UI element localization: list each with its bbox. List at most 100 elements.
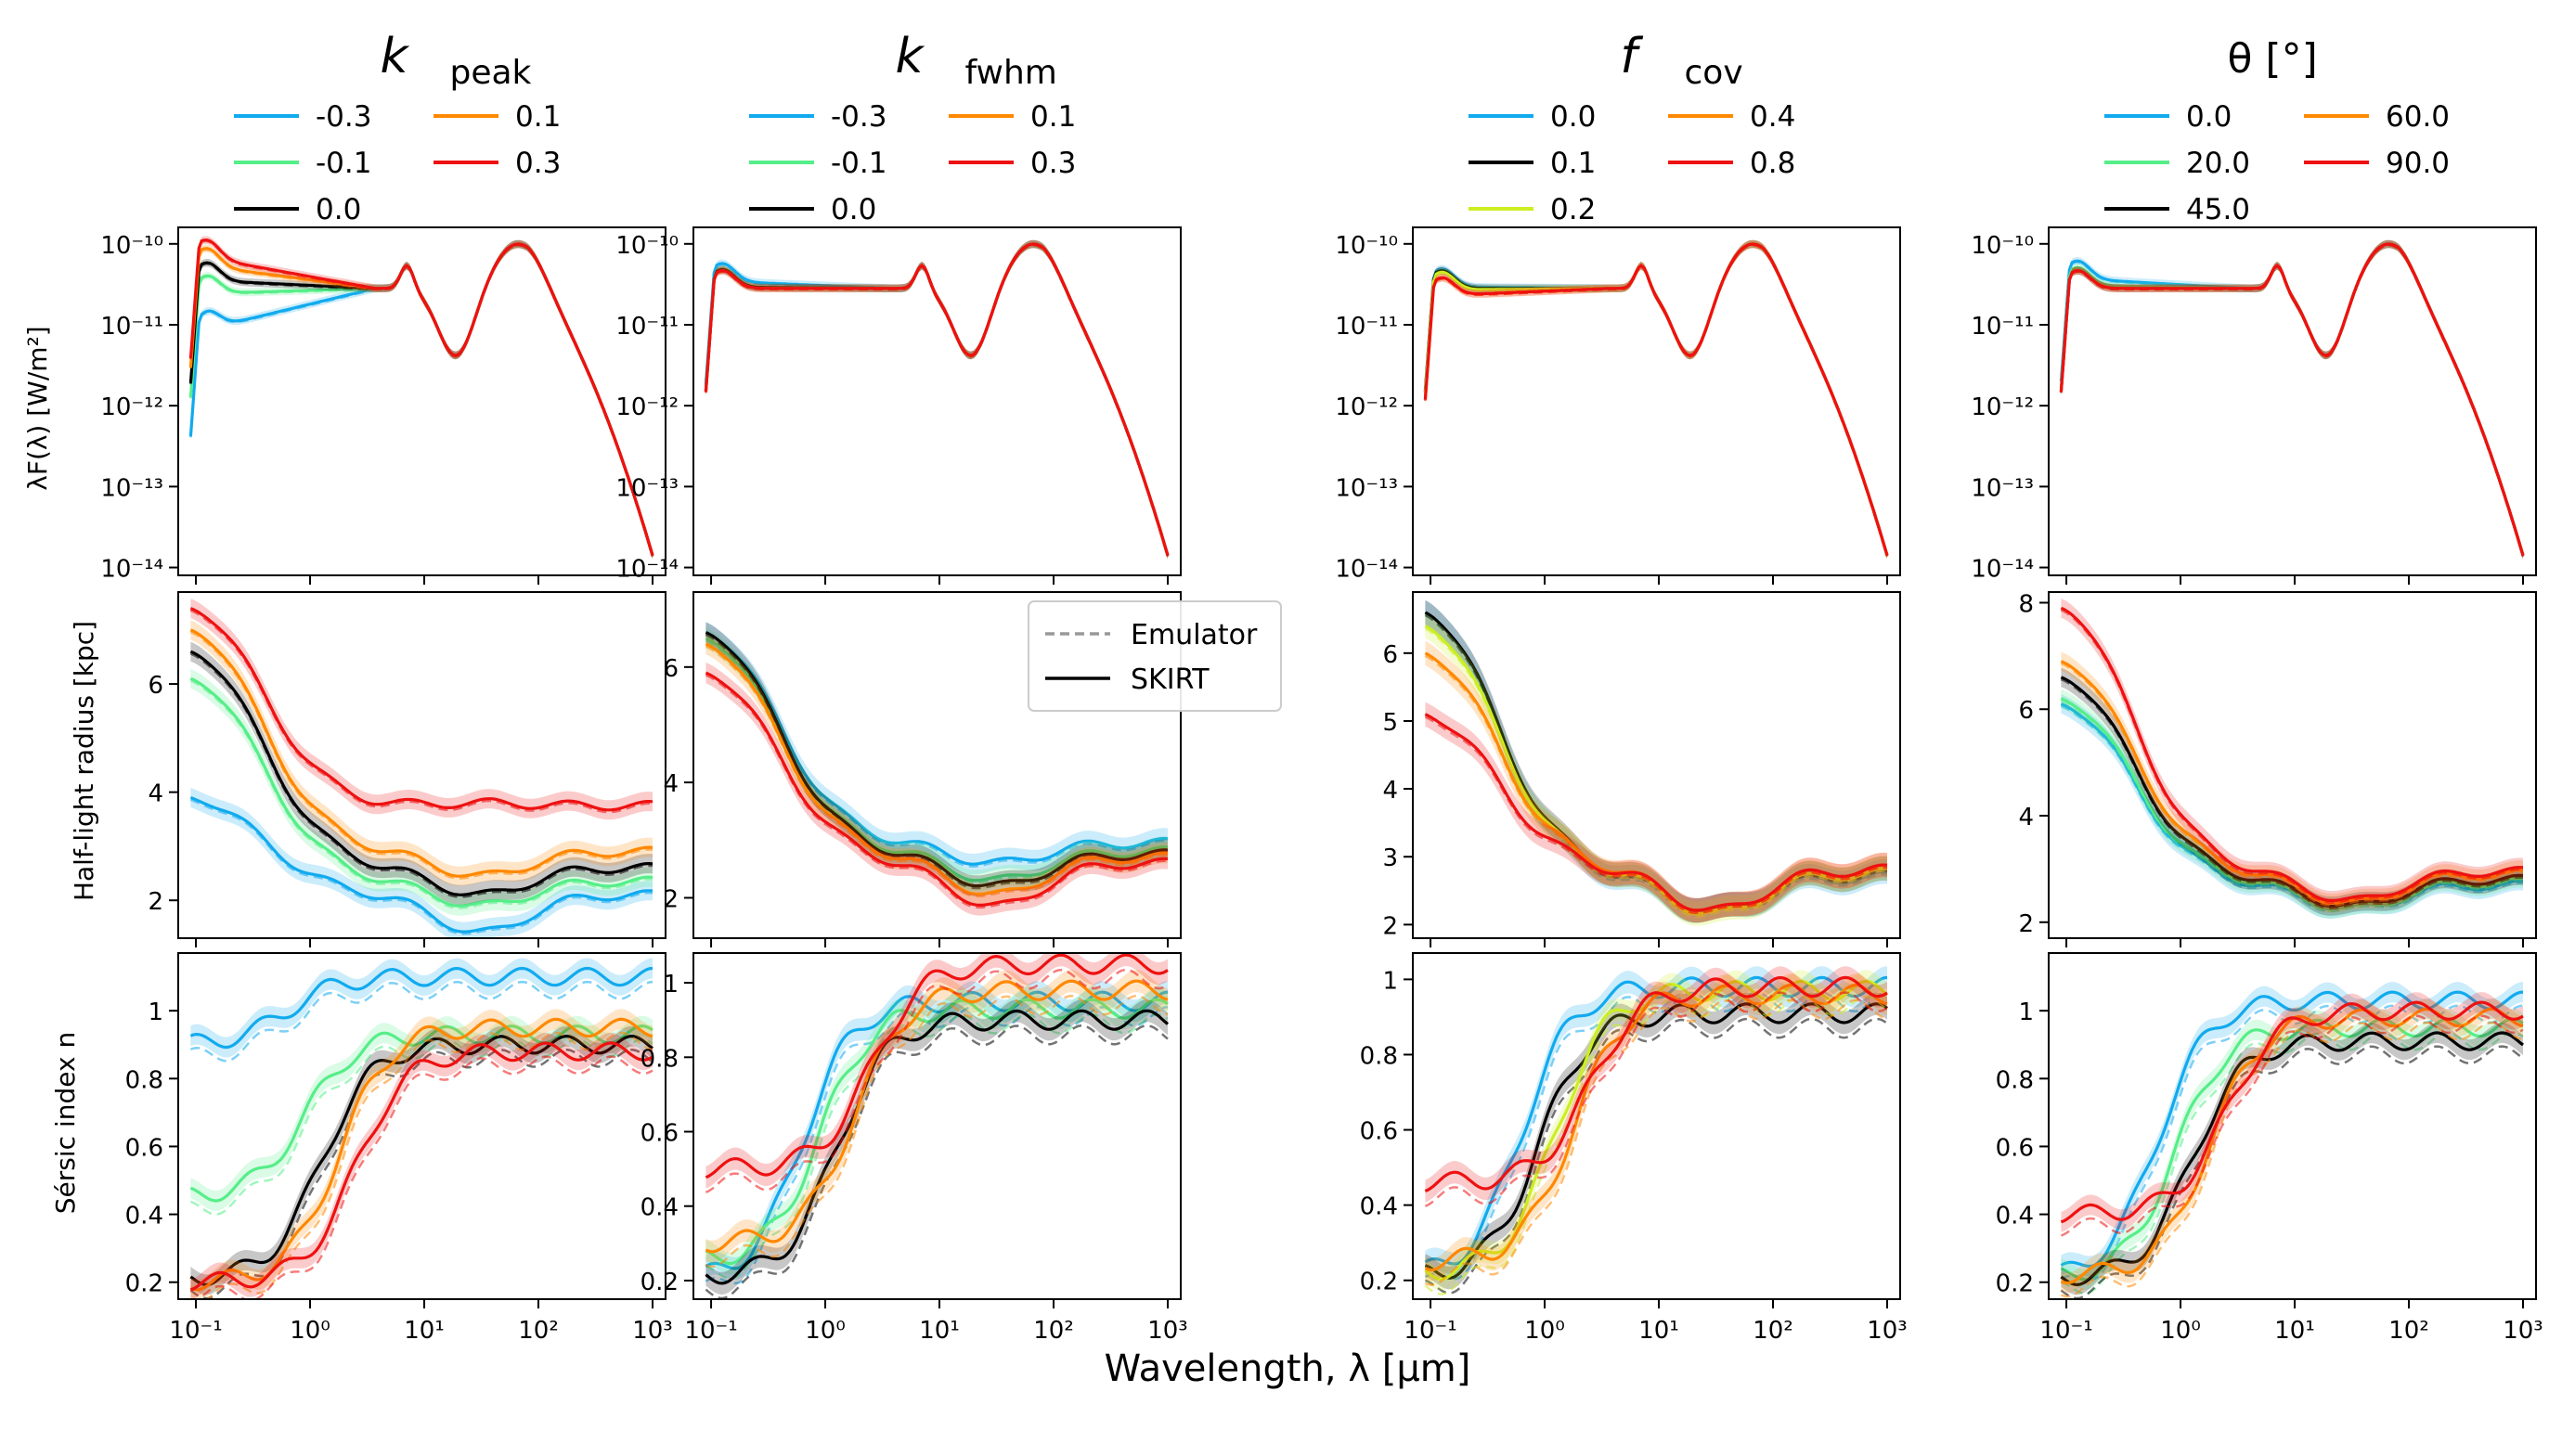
panel-r1: 2 4 6 — [148, 591, 666, 947]
y-tick-label: 5 — [1382, 709, 1398, 737]
y-tick-label: 10⁻¹⁰ — [615, 232, 679, 260]
y-tick-label: 0.6 — [641, 1120, 679, 1148]
skirt-line-2 — [189, 650, 653, 896]
y-tick-label: 10⁻¹¹ — [100, 313, 163, 341]
legend: 0.0 20.0 45.0 60.0 90.0 — [2104, 100, 2450, 226]
y-tick-label: 10⁻¹⁴ — [615, 556, 679, 584]
skirt-line-4 — [188, 238, 654, 556]
compare-legend: Emulator SKIRT — [1028, 600, 1282, 712]
uncertainty-band-0 — [1425, 599, 1887, 923]
y-tick-label: 4 — [148, 780, 163, 808]
emulator-line-2 — [1424, 995, 1888, 1295]
panel-frame — [177, 952, 666, 1300]
legend-label-4: 0.3 — [515, 147, 561, 180]
panel-r1: 2 4 6 8 — [2018, 590, 2537, 947]
skirt-line-0 — [189, 966, 653, 1050]
legend-label-1: -0.1 — [316, 147, 372, 180]
x-tick-label: 10⁰ — [805, 1317, 846, 1345]
skirt-line-4 — [2060, 606, 2524, 903]
x-tick-label: 10¹ — [1638, 1317, 1679, 1345]
row-labels: λF(λ) [W/m²] Half-light radius [kpc] Sér… — [22, 326, 99, 1214]
legend-label-3: 0.1 — [1030, 100, 1076, 134]
uncertainty-band-0 — [2061, 982, 2523, 1277]
legend-label-4: 0.8 — [1750, 147, 1795, 180]
y-tick-label: 10⁻¹² — [1335, 393, 1398, 421]
skirt-line-4 — [705, 953, 1169, 1179]
skirt-line-4 — [189, 1041, 653, 1292]
legend-label-0: 0.0 — [2186, 100, 2232, 134]
skirt-line-0 — [705, 990, 1169, 1270]
param-title: k — [380, 29, 409, 84]
panel-r2: 0.2 0.4 0.6 0.8 1 10⁻¹ 10⁰ 10¹ 10² 10³ — [1996, 952, 2543, 1345]
skirt-line-1 — [188, 242, 654, 556]
panels-layer: k peak -0.3 -0.1 0.0 0.1 0.3 10⁻¹⁰ 10⁻¹¹ 10⁻¹² 10⁻… — [100, 29, 2543, 1345]
uncertainty-band-4 — [1425, 966, 1887, 1203]
legend-label-1: -0.1 — [831, 147, 887, 180]
uncertainty-band-1 — [190, 239, 653, 560]
legend-label-4: 0.3 — [1030, 147, 1076, 180]
compare-legend-box — [1028, 600, 1282, 712]
uncertainty-band-0 — [705, 981, 1168, 1280]
uncertainty-band-4 — [190, 1033, 653, 1299]
skirt-line-4 — [2059, 242, 2525, 556]
skirt-line-4 — [189, 607, 653, 812]
panel-column-0: k peak-0.3-0.10.00.10.310⁻¹⁰10⁻¹¹10⁻¹²10⁻… — [100, 29, 672, 1345]
y-tick-label: 10⁻¹³ — [615, 474, 679, 502]
y-tick-label: 1 — [1382, 967, 1398, 995]
y-tick-label: 0.4 — [1996, 1203, 2034, 1231]
y-tick-label: 10⁻¹⁴ — [1335, 556, 1398, 584]
legend-label-0: -0.3 — [316, 100, 372, 134]
panel-r2: 0.2 0.4 0.6 0.8 1 10⁻¹ 10⁰ 10¹ 10² 10³ — [1360, 952, 1908, 1345]
uncertainty-band-1 — [1425, 599, 1887, 923]
legend-label-2: 0.0 — [831, 193, 876, 226]
y-tick-label: 0.2 — [125, 1270, 163, 1298]
x-tick-label: 10¹ — [404, 1317, 445, 1345]
plot-area — [1424, 599, 1888, 926]
panel-frame — [692, 591, 1182, 939]
legend-label-3: 0.4 — [1750, 100, 1795, 134]
skirt-line-4 — [2060, 1000, 2524, 1224]
x-tick-label: 10¹ — [2274, 1317, 2315, 1345]
y-tick-label: 6 — [663, 655, 679, 683]
y-tick-label: 10⁻¹⁰ — [1971, 232, 2034, 260]
emulator-line-4 — [1424, 991, 1888, 1207]
plot-area — [705, 622, 1169, 916]
panel-frame — [177, 226, 666, 576]
uncertainty-band-3 — [190, 1009, 653, 1299]
legend-label-1: 0.1 — [1550, 147, 1596, 180]
y-tick-label: 2 — [1382, 912, 1398, 940]
y-tick-label: 0.8 — [1996, 1066, 2034, 1094]
emulator-line-2 — [705, 1024, 1169, 1299]
y-tick-label: 10⁻¹⁰ — [100, 232, 163, 260]
panel-r1: 2 4 6 — [663, 591, 1182, 947]
panel-column-3: θ [°]0.020.045.060.090.010⁻¹⁰10⁻¹¹10⁻¹²1… — [1971, 35, 2543, 1345]
y-tick-label: 0.8 — [641, 1045, 679, 1073]
panel-column-1: k fwhm-0.3-0.10.00.10.310⁻¹⁰10⁻¹¹10⁻¹²10⁻… — [615, 29, 1187, 1345]
y-tick-label: 4 — [663, 770, 679, 798]
panel-r1: 2 3 4 5 6 — [1382, 591, 1901, 947]
y-tick-label: 1 — [2018, 999, 2034, 1026]
panel-frame — [1412, 591, 1901, 939]
x-tick-label: 10⁻¹ — [684, 1317, 737, 1345]
y-tick-label: 10⁻¹¹ — [615, 313, 679, 341]
plot-area — [2059, 239, 2525, 560]
uncertainty-band-2 — [2061, 667, 2523, 916]
x-tick-label: 10⁰ — [2160, 1317, 2201, 1345]
panel-r2: 0.2 0.4 0.6 0.8 1 10⁻¹ 10⁰ 10¹ 10² 10³ — [125, 952, 673, 1345]
skirt-line-1 — [189, 1024, 653, 1203]
param-title-subscript: peak — [450, 54, 532, 92]
legend-label-2: 0.2 — [1550, 193, 1596, 226]
panel-frame — [2048, 591, 2537, 939]
legend-label-1: 20.0 — [2186, 147, 2250, 180]
uncertainty-band-3 — [190, 239, 653, 560]
emulator-line-0 — [705, 1005, 1169, 1285]
panel-frame — [2048, 952, 2537, 1300]
legend-label-2: 45.0 — [2186, 193, 2250, 226]
legend-label-0: -0.3 — [831, 100, 887, 134]
panel-frame — [2048, 226, 2537, 576]
x-tick-label: 10⁻¹ — [1404, 1317, 1456, 1345]
y-tick-label: 2 — [2018, 910, 2034, 938]
plot-area — [1424, 966, 1889, 1295]
legend: -0.3 -0.1 0.0 0.1 0.3 — [749, 100, 1076, 226]
uncertainty-band-3 — [705, 970, 1168, 1263]
